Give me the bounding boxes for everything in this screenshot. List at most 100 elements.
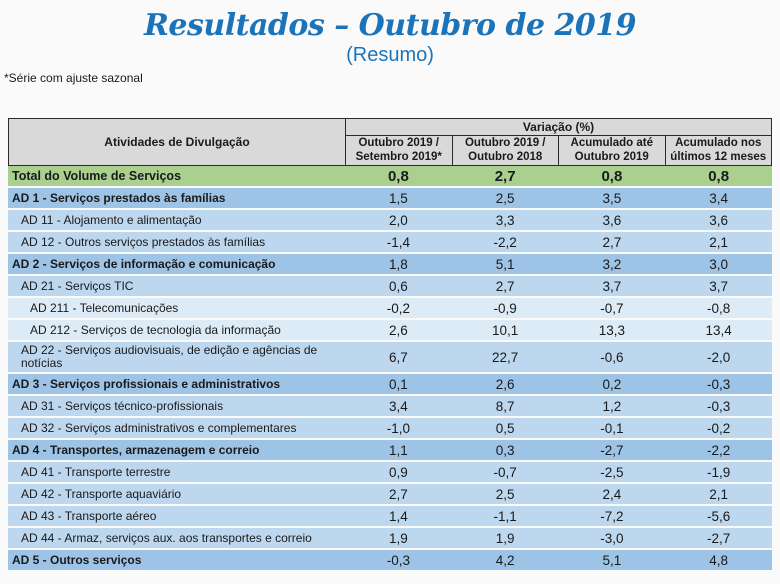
row-value: 10,1 [491,322,519,338]
column-header-ytd: Acumulado até Outubro 2019 [558,136,665,165]
row-value: 2,7 [602,234,622,250]
row-value: -5,6 [706,508,731,524]
row-label: AD 32 - Serviços administrativos e compl… [21,420,297,435]
table-row: AD 1 - Serviços prestados às famílias 1,5… [8,188,772,208]
row-label: AD 31 - Serviços técnico-profissionais [21,398,224,413]
table-row: AD 44 - Armaz, serviços aux. aos transpo… [8,528,772,548]
row-label: AD 12 - Outros serviços prestados às fam… [21,234,266,249]
table-row: AD 5 - Outros serviços -0,3 4,2 5,1 4,8 [8,550,772,570]
row-label: AD 42 - Transporte aquaviário [21,486,182,501]
row-value: 2,6 [495,376,515,392]
row-value: -1,9 [706,464,731,480]
row-value: 3,0 [709,256,729,272]
table-row: AD 43 - Transporte aéreo 1,4 -1,1 -7,2 -5,6 [8,506,772,526]
row-value: 2,1 [709,486,729,502]
table-row: AD 211 - Telecomunicações -0,2 -0,9 -0,7 -0,… [8,298,772,318]
row-label: AD 5 - Outros serviços [12,552,142,567]
row-value: 1,9 [495,530,515,546]
row-value: 0,9 [388,464,408,480]
total-row-value: 2,7 [494,167,516,185]
row-value: 3,5 [602,190,622,206]
page-title: Resultados – Outubro de 2019 [143,8,637,43]
table-row: AD 4 - Transportes, armazenagem e correi… [8,440,772,460]
row-value: 3,3 [495,212,515,228]
row-value: 13,4 [705,322,732,338]
column-header-year-over-year: Outubro 2019 / Outubro 2018 [451,136,559,165]
slide: Resultados – Outubro de 2019 (Resumo) At… [0,8,780,570]
row-value: 4,2 [495,552,515,568]
row-value: 13,3 [598,322,626,338]
table-row: AD 3 - Serviços profissionais e administ… [8,374,772,394]
table-body: AD 1 - Serviços prestados às famílias 1,5… [8,188,772,570]
table-row: AD 42 - Transporte aquaviário 2,7 2,5 2,4 2,… [8,484,772,504]
row-value: 3,4 [388,398,408,414]
row-value: -7,2 [600,508,624,524]
row-value: -2,7 [600,442,624,458]
total-row-label: Total do Volume de Serviços [12,168,182,183]
row-value: 2,1 [709,234,729,250]
column-group-variacao: Variação (%) [346,119,771,136]
results-table: Atividades de Divulgação Variação (%) Ou… [8,118,772,570]
row-label: AD 11 - Alojamento e alimentação [21,212,202,227]
page-subtitle: (Resumo) [346,44,434,66]
row-value: 3,6 [709,212,729,228]
row-value: 1,1 [388,442,408,458]
row-label: AD 212 - Serviços de tecnologia da infor… [30,322,281,337]
row-label: AD 2 - Serviços de informação e comunica… [12,256,276,271]
row-value: -1,1 [493,508,517,524]
row-value: -2,0 [706,349,731,365]
table-row: AD 212 - Serviços de tecnologia da infor… [8,320,772,340]
row-label: AD 211 - Telecomunicações [30,300,179,315]
row-value: -2,2 [493,234,517,250]
row-label: AD 41 - Transporte terrestre [21,464,171,479]
row-value: 0,6 [388,278,408,294]
row-value: -0,2 [386,300,410,316]
row-value: 4,8 [709,552,729,568]
row-value: -0,1 [600,420,624,436]
row-value: 5,1 [602,552,622,568]
table-header: Atividades de Divulgação Variação (%) Ou… [8,118,772,166]
row-value: 1,5 [388,190,408,206]
row-value: 8,7 [495,398,515,414]
row-value: 2,5 [495,486,515,502]
total-row-value: 0,8 [601,167,623,185]
row-value: -1,0 [386,420,410,436]
table-row: AD 12 - Outros serviços prestados às fam… [8,232,772,252]
row-label: AD 22 - Serviços audiovisuais, de edição… [21,343,318,370]
row-value: 6,7 [388,349,408,365]
row-value: 3,4 [709,190,729,206]
row-value: 3,7 [709,278,729,294]
row-value: 3,7 [602,278,622,294]
row-value: 0,3 [495,442,515,458]
row-value: -0,8 [706,300,731,316]
row-value: -0,3 [706,398,731,414]
row-value: -0,3 [386,552,410,568]
table-row: AD 21 - Serviços TIC 0,6 2,7 3,7 3,7 [8,276,772,296]
row-value: 3,2 [602,256,622,272]
row-value: 0,5 [495,420,515,436]
row-value: 2,5 [495,190,515,206]
total-row-value: 0,8 [387,167,409,185]
sub-column-headers: Outubro 2019 / Setembro 2019* Outubro 20… [346,136,771,165]
row-label: AD 3 - Serviços profissionais e administ… [12,376,281,391]
row-value: 1,9 [388,530,408,546]
table-row: AD 41 - Transporte terrestre 0,9 -0,7 -2,5 -… [8,462,772,482]
row-value: -2,7 [706,530,731,546]
row-label: AD 1 - Serviços prestados às famílias [12,190,226,205]
row-value: 2,4 [602,486,622,502]
row-value: 2,7 [495,278,515,294]
row-label: AD 21 - Serviços TIC [21,278,134,293]
row-value: 2,7 [388,486,408,502]
row-value: 0,2 [602,376,622,392]
column-header-activities: Atividades de Divulgação [9,119,346,165]
row-value: -2,5 [600,464,624,480]
row-value: 1,2 [602,398,622,414]
row-label: AD 44 - Armaz, serviços aux. aos transpo… [21,530,312,545]
row-value: 5,1 [495,256,515,272]
row-value: -3,0 [600,530,624,546]
row-value: -0,7 [600,300,624,316]
row-value: -0,3 [706,376,731,392]
table-row: AD 32 - Serviços administrativos e compl… [8,418,772,438]
row-value: -0,6 [600,349,624,365]
variation-header-group: Variação (%) Outubro 2019 / Setembro 201… [346,119,771,165]
